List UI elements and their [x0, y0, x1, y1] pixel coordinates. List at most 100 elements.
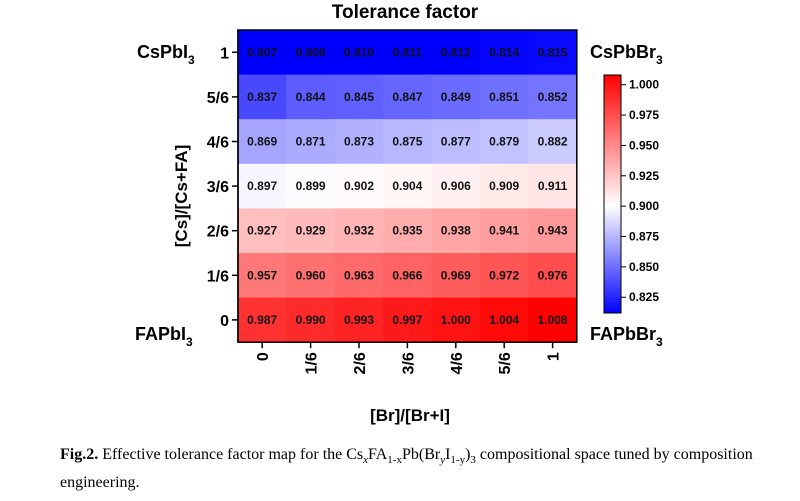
heatmap-cell: [334, 163, 384, 209]
heatmap-cell: [238, 208, 287, 254]
cell-value-label: 0.877: [441, 135, 471, 149]
heatmap-cell: [528, 253, 578, 299]
cell-value-label: 0.814: [489, 45, 519, 59]
y-tick-label: 0: [220, 313, 229, 330]
heatmap-cell: [480, 30, 529, 76]
heatmap-cell: [528, 163, 578, 209]
colorbar-tick-label: 0.925: [629, 169, 659, 183]
cell-value-label: 0.807: [247, 45, 277, 59]
heatmap-cell: [431, 74, 481, 120]
heatmap-cell: [528, 74, 578, 120]
y-tick-label: 1: [220, 45, 229, 62]
heatmap-cell: [480, 208, 529, 254]
corner-label-bottom-left: FAPbI3: [135, 324, 193, 349]
cell-value-label: 0.899: [296, 179, 326, 193]
heatmap-cell: [431, 163, 481, 209]
corner-label-bottom-right: FAPbBr3: [590, 324, 663, 349]
x-tick-label: 1: [546, 352, 563, 361]
cell-value-label: 0.847: [392, 90, 422, 104]
cell-value-label: 0.993: [344, 313, 374, 327]
cell-value-label: 0.929: [296, 224, 326, 238]
chart-title: Tolerance factor: [332, 2, 479, 23]
heatmap-cell: [528, 208, 578, 254]
cell-value-label: 0.810: [344, 45, 374, 59]
cell-value-label: 0.882: [538, 135, 568, 149]
heatmap-cell: [334, 119, 384, 165]
colorbar-tick-label: 0.825: [629, 290, 659, 304]
heatmap-cell: [431, 30, 481, 76]
heatmap-cell: [286, 163, 336, 209]
cell-value-label: 0.963: [344, 268, 374, 282]
x-axis: 0 1/6 2/6 3/6 4/6 5/6 1: [238, 341, 577, 374]
colorbar-tick-label: 0.850: [629, 260, 659, 274]
cell-value-label: 0.957: [247, 268, 277, 282]
cell-value-label: 0.906: [441, 179, 471, 193]
heatmap-cell: [286, 253, 336, 299]
x-tick-label: 5/6: [497, 352, 514, 374]
heatmap-cell: [383, 253, 433, 299]
cell-value-label: 0.897: [247, 179, 277, 193]
cell-value-label: 0.875: [392, 135, 422, 149]
corner-label-top-right: CsPbBr3: [590, 42, 663, 67]
y-axis-label: [Cs]/[Cs+FA]: [172, 145, 191, 247]
x-tick-label: 3/6: [400, 352, 417, 374]
heatmap-cell: [334, 74, 384, 120]
cell-value-label: 0.941: [489, 224, 519, 238]
colorbar: 1.000 0.975 0.950 0.925 0.900 0.875 0.850 0.825: [603, 74, 659, 314]
figure-caption: Fig.2. Effective tolerance factor map fo…: [60, 446, 753, 491]
cell-value-label: 0.960: [296, 268, 326, 282]
y-axis: 1 5/6 4/6 3/6 2/6 1/6 0: [207, 30, 239, 343]
heatmap-cell: [480, 297, 529, 343]
x-axis-label: [Br]/[Br+I]: [370, 406, 450, 425]
y-tick-label: 4/6: [207, 135, 229, 152]
cell-value-label: 0.909: [489, 179, 519, 193]
heatmap-cell: [431, 208, 481, 254]
heatmap-cell: [334, 297, 384, 343]
heatmap-cell: [383, 119, 433, 165]
x-tick-label: 2/6: [352, 352, 369, 374]
heatmap-cell: [286, 208, 336, 254]
heatmap-cell: [334, 30, 384, 76]
heatmap-cell: [480, 253, 529, 299]
heatmap-cell: [480, 163, 529, 209]
cell-value-label: 0.852: [538, 90, 568, 104]
x-tick-label: 1/6: [304, 352, 321, 374]
cell-value-label: 0.845: [344, 90, 374, 104]
cell-value-label: 0.987: [247, 313, 277, 327]
cell-value-label: 0.976: [538, 268, 568, 282]
cell-value-label: 0.849: [441, 90, 471, 104]
x-tick-label: 0: [255, 352, 272, 361]
heatmap-cell: [286, 119, 336, 165]
cell-value-label: 0.927: [247, 224, 277, 238]
cell-value-label: 0.972: [489, 268, 519, 282]
cell-value-label: 0.812: [441, 45, 471, 59]
heatmap-cell: [238, 74, 287, 120]
colorbar-tick-label: 0.975: [629, 108, 659, 122]
cell-value-label: 0.808: [296, 45, 326, 59]
cell-value-label: 0.837: [247, 90, 277, 104]
heatmap-cell: [480, 119, 529, 165]
colorbar-tick-label: 0.875: [629, 230, 659, 244]
x-tick-label: 4/6: [449, 352, 466, 374]
y-tick-label: 1/6: [207, 268, 229, 285]
heatmap-cell: [383, 163, 433, 209]
cell-value-label: 0.873: [344, 135, 374, 149]
heatmap-grid: 0.807 0.808 0.810 0.811 0.812 0.814 0.815 0.837…: [237, 29, 578, 343]
cell-value-label: 0.815: [538, 45, 568, 59]
cell-value-label: 0.811: [393, 45, 423, 59]
heatmap-cell: [238, 119, 287, 165]
heatmap-cell: [528, 119, 578, 165]
heatmap-cell: [431, 119, 481, 165]
cell-value-label: 0.990: [296, 313, 326, 327]
y-tick-label: 3/6: [207, 179, 229, 196]
heatmap-cell: [480, 74, 529, 120]
cell-value-label: 0.904: [392, 179, 422, 193]
heatmap-cell: [528, 297, 578, 343]
colorbar-tick-label: 0.900: [629, 199, 659, 213]
y-tick-label: 2/6: [207, 224, 229, 241]
y-tick-label: 5/6: [207, 90, 229, 107]
caption-label: Fig.2.: [60, 446, 99, 463]
cell-value-label: 0.935: [392, 224, 422, 238]
heatmap-cell: [238, 30, 287, 76]
